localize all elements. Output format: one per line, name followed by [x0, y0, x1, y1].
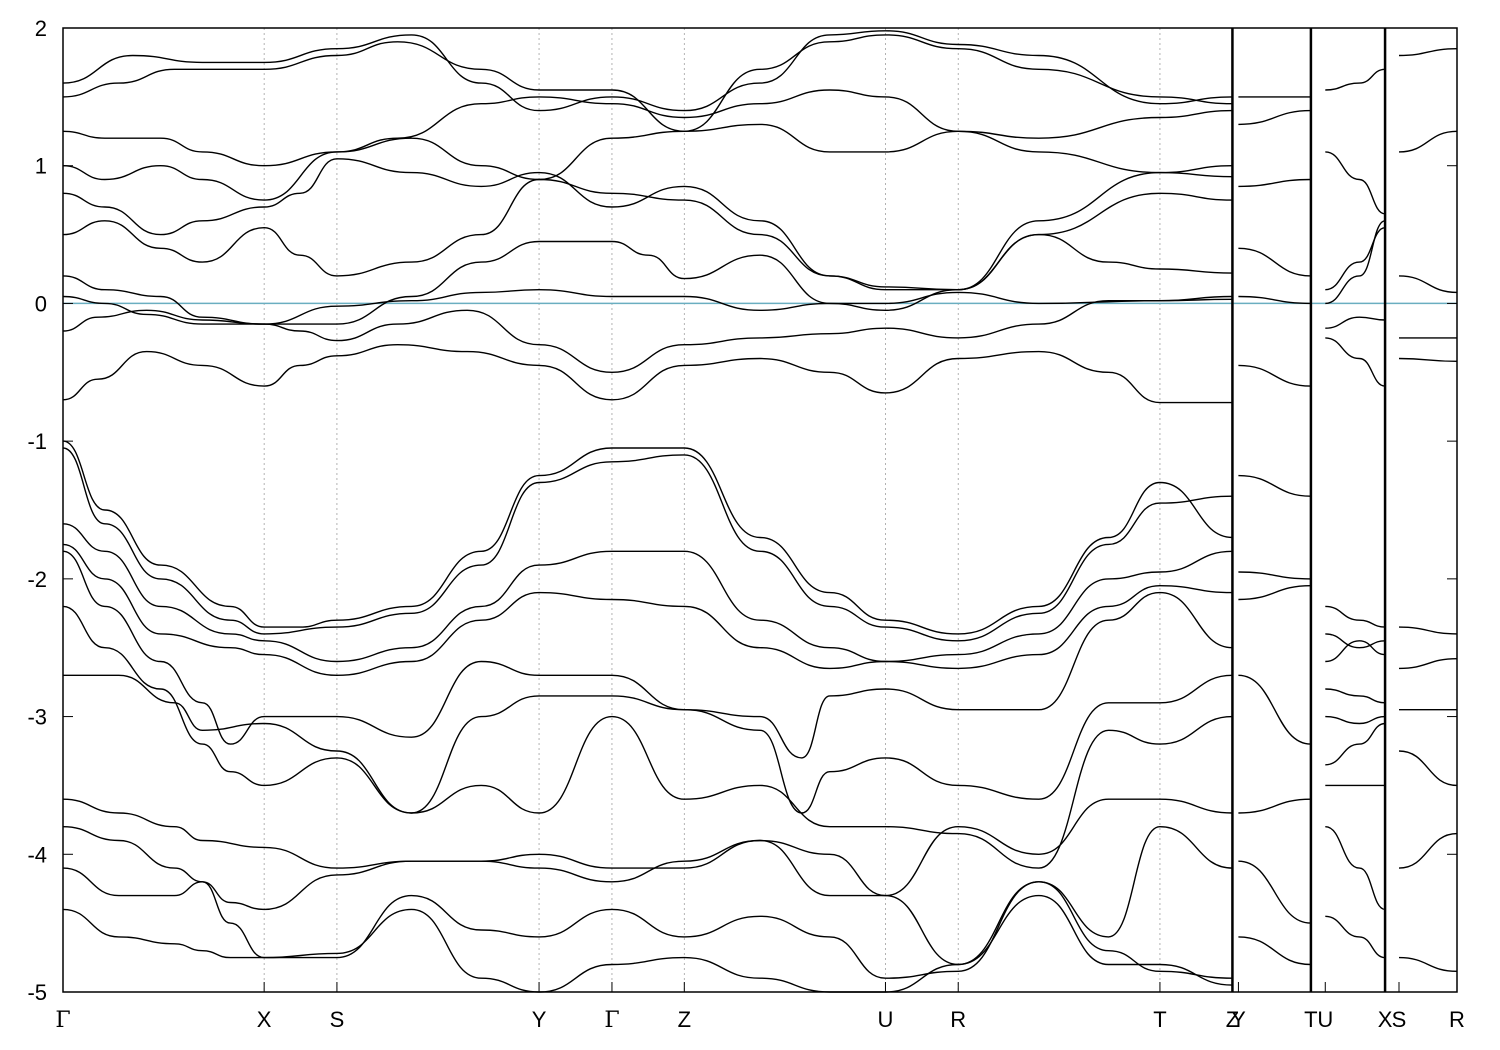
- band-line-20: [62, 894, 1233, 993]
- band-line-55: [1398, 658, 1458, 670]
- band-line-39: [1325, 68, 1386, 91]
- y-axis: 2 1 0 -1 -2 -3 -4 -5: [27, 16, 1457, 1005]
- y-tick-label-5: -3: [27, 705, 47, 730]
- y-tick-label-6: -4: [27, 842, 47, 867]
- kpoint-label-7: R: [950, 1007, 966, 1032]
- band-line-2: [62, 288, 1233, 325]
- kpoint-label-14: S: [1392, 1007, 1407, 1032]
- kpoint-label-0: Γ: [55, 1008, 70, 1033]
- kpoint-label-5: Z: [678, 1007, 691, 1032]
- kpoint-label-6: U: [878, 1007, 894, 1032]
- y-tick-label-4: -2: [27, 567, 47, 592]
- band-line-9: [62, 30, 1233, 112]
- band-line-27: [1238, 474, 1311, 497]
- band-line-32: [1238, 860, 1311, 924]
- band-line-29: [1238, 585, 1311, 601]
- band-line-51: [1398, 275, 1458, 294]
- band-line-40: [1325, 605, 1386, 628]
- band-line-25: [1238, 109, 1311, 126]
- band-line-1: [62, 343, 1233, 404]
- kpoint-label-8: T: [1153, 1007, 1166, 1032]
- band-line-50: [1398, 357, 1458, 362]
- bands-layer: [62, 30, 1458, 993]
- band-line-52: [1398, 130, 1458, 153]
- band-line-47: [1325, 826, 1386, 911]
- band-line-28: [1238, 571, 1311, 580]
- band-line-12: [62, 523, 1233, 663]
- band-line-38: [1325, 151, 1386, 215]
- band-line-33: [1238, 936, 1311, 966]
- band-line-15: [62, 605, 1233, 814]
- band-line-41: [1325, 633, 1386, 649]
- band-line-54: [1398, 626, 1458, 635]
- band-line-19: [62, 867, 1233, 979]
- band-line-21: [1238, 295, 1311, 305]
- band-line-36: [1325, 337, 1386, 387]
- kpoint-label-9: Z: [1226, 1007, 1239, 1032]
- band-line-34: [1325, 220, 1386, 305]
- band-line-30: [1238, 674, 1311, 745]
- x-axis: Γ X S Y Γ Z U R T ZY T U X S R: [55, 982, 1465, 1033]
- y-tick-label-2: 0: [35, 291, 47, 316]
- band-line-45: [1325, 722, 1386, 766]
- band-line-44: [1325, 715, 1386, 725]
- band-line-11: [62, 447, 1233, 642]
- band-line-17: [62, 798, 1233, 897]
- band-line-48: [1325, 915, 1386, 959]
- section-break-layer: [1231, 28, 1387, 992]
- kpoint-label-1: X: [257, 1007, 272, 1032]
- band-line-5: [62, 158, 1233, 291]
- y-tick-label-1: 1: [35, 154, 47, 179]
- band-line-24: [1238, 178, 1311, 188]
- band-line-0: [62, 298, 1233, 374]
- band-line-18: [62, 825, 1233, 966]
- kpoint-label-13: X: [1378, 1007, 1393, 1032]
- y-tick-label-0: 2: [35, 16, 47, 41]
- band-line-59: [1398, 956, 1458, 972]
- band-line-35: [1325, 227, 1386, 291]
- kpoint-label-3: Y: [532, 1007, 547, 1032]
- band-line-37: [1325, 316, 1386, 329]
- y-tick-label-3: -1: [27, 429, 47, 454]
- band-line-53: [1398, 48, 1458, 57]
- kpoint-label-2: S: [330, 1007, 345, 1032]
- band-line-57: [1398, 750, 1458, 787]
- band-line-22: [1238, 364, 1311, 387]
- plot-frame: [62, 27, 1458, 993]
- y-tick-label-7: -5: [27, 980, 47, 1005]
- band-line-42: [1325, 640, 1386, 663]
- kpoint-label-15: R: [1449, 1007, 1465, 1032]
- kpoint-label-4: Γ: [604, 1008, 619, 1033]
- kpoint-label-11: T: [1304, 1007, 1317, 1032]
- band-line-6: [62, 123, 1233, 201]
- band-line-23: [1238, 247, 1311, 277]
- band-line-10: [62, 440, 1233, 635]
- kpoint-label-12: U: [1317, 1007, 1333, 1032]
- band-line-31: [1238, 798, 1311, 814]
- band-line-43: [1325, 688, 1386, 704]
- band-line-13: [62, 543, 1233, 677]
- kpoint-label-10: Y: [1231, 1007, 1246, 1032]
- band-line-14: [62, 550, 1233, 759]
- band-line-8: [62, 34, 1233, 133]
- band-line-7: [62, 89, 1233, 167]
- band-line-58: [1398, 832, 1458, 869]
- band-line-16: [62, 674, 1233, 869]
